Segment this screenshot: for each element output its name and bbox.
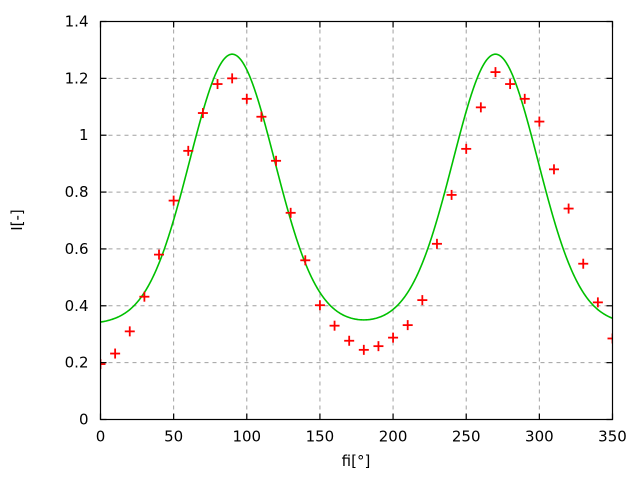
x-tick-label: 0 xyxy=(96,428,106,446)
data-point-marker xyxy=(110,348,121,359)
data-point-marker xyxy=(461,143,472,154)
data-point-marker xyxy=(607,333,613,344)
x-tick-label: 100 xyxy=(232,428,261,446)
y-tick-label: 0.2 xyxy=(65,354,89,372)
data-point-marker xyxy=(446,189,457,200)
x-tick-label: 50 xyxy=(164,428,183,446)
data-point-marker xyxy=(519,93,530,104)
y-axis-title: I[-] xyxy=(8,209,26,231)
data-point-marker xyxy=(212,79,223,90)
fit-curve-group xyxy=(100,53,613,323)
data-point-marker xyxy=(314,300,325,311)
data-point-marker xyxy=(490,67,501,78)
data-point-marker xyxy=(168,195,179,206)
y-tick-label: 0 xyxy=(79,411,89,429)
data-point-marker xyxy=(300,255,311,266)
x-tick-label: 300 xyxy=(525,428,554,446)
x-axis-title: fi[°] xyxy=(342,452,371,470)
data-point-marker xyxy=(417,295,428,306)
data-point-marker xyxy=(592,297,603,308)
data-point-marker xyxy=(373,341,384,352)
data-point-marker xyxy=(329,320,340,331)
data-point-marker xyxy=(227,73,238,84)
data-point-marker xyxy=(256,111,267,122)
scatter-markers xyxy=(100,67,613,370)
data-point-marker xyxy=(344,335,355,346)
y-tick-label: 1.4 xyxy=(65,13,89,31)
y-tick-label: 1 xyxy=(79,126,89,144)
data-point-marker xyxy=(197,108,208,119)
y-tick-labels: 0 0.2 0.4 0.6 0.8 1 1.2 1.4 xyxy=(65,13,89,429)
x-tick-labels: 0 50 100 150 200 250 300 350 xyxy=(96,428,627,446)
plot-border xyxy=(99,20,614,421)
data-point-marker xyxy=(358,344,369,355)
data-point-marker xyxy=(578,258,589,269)
data-point-marker xyxy=(154,249,165,260)
data-point-marker xyxy=(100,359,106,370)
x-tick-label: 150 xyxy=(306,428,335,446)
y-tick-label: 0.6 xyxy=(65,240,89,258)
data-point-marker xyxy=(431,238,442,249)
data-point-marker xyxy=(271,155,282,166)
data-point-marker xyxy=(285,207,296,218)
data-point-marker xyxy=(548,164,559,175)
data-point-marker xyxy=(534,116,545,127)
data-point-marker xyxy=(124,326,135,337)
gridlines xyxy=(100,21,613,420)
data-point-marker xyxy=(402,320,413,331)
axis-ticks xyxy=(99,20,614,421)
y-tick-label: 1.2 xyxy=(65,69,89,87)
data-points-group xyxy=(100,67,613,370)
y-tick-label: 0.8 xyxy=(65,183,89,201)
y-tick-label: 0.4 xyxy=(65,297,89,315)
data-point-marker xyxy=(183,145,194,156)
data-point-marker xyxy=(241,93,252,104)
data-point-marker xyxy=(388,332,399,343)
fit-curve xyxy=(100,53,613,323)
data-point-marker xyxy=(139,291,150,302)
data-point-marker xyxy=(475,102,486,113)
x-tick-label: 350 xyxy=(598,428,627,446)
x-tick-label: 250 xyxy=(452,428,481,446)
data-point-marker xyxy=(563,203,574,214)
data-point-marker xyxy=(505,79,516,90)
x-tick-label: 200 xyxy=(379,428,408,446)
